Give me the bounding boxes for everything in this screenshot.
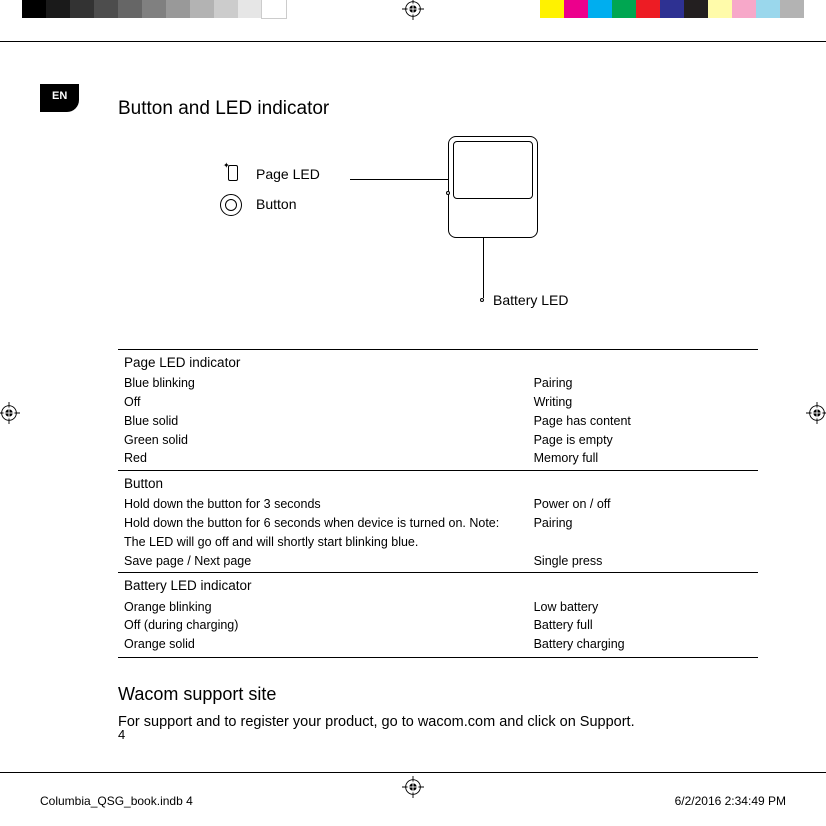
- device-diagram: Battery LED ✦ Page LED Button: [118, 136, 758, 331]
- print-footer: Columbia_QSG_book.indb 4 6/2/2016 2:34:4…: [40, 794, 786, 808]
- table-cell-state: Orange solid: [118, 635, 528, 657]
- table-row: Hold down the button for 6 seconds when …: [118, 514, 758, 552]
- page-led-label: Page LED: [256, 166, 320, 182]
- table-cell-state: Orange blinking: [118, 598, 528, 617]
- trim-line: [0, 772, 826, 773]
- swatch: [166, 0, 190, 18]
- table-cell-meaning: Power on / off: [528, 495, 758, 514]
- table-cell-state: Red: [118, 449, 528, 470]
- table-cell-meaning: Page is empty: [528, 431, 758, 450]
- battery-led-label: Battery LED: [493, 292, 568, 308]
- battery-led-dot-icon: [480, 298, 484, 302]
- table-row: Green solidPage is empty: [118, 431, 758, 450]
- table-cell-state: Hold down the button for 6 seconds when …: [118, 514, 528, 552]
- swatch: [70, 0, 94, 18]
- page-number: 4: [118, 727, 125, 742]
- swatch: [708, 0, 732, 18]
- table-cell-state: Green solid: [118, 431, 528, 450]
- swatch: [636, 0, 660, 18]
- leader-line: [350, 179, 448, 180]
- table-row: Off (during charging)Battery full: [118, 616, 758, 635]
- table-cell-meaning: Low battery: [528, 598, 758, 617]
- swatch: [238, 0, 262, 18]
- table-cell-meaning: Writing: [528, 393, 758, 412]
- swatch: [190, 0, 214, 18]
- leader-line: [483, 238, 484, 298]
- support-title: Wacom support site: [118, 684, 758, 705]
- printer-grayscale-bar: [22, 0, 286, 18]
- swatch: [540, 0, 564, 18]
- table-section-header: Page LED indicator: [118, 350, 758, 375]
- table-cell-meaning: Page has content: [528, 412, 758, 431]
- swatch: [660, 0, 684, 18]
- table-section-header: Button: [118, 471, 758, 496]
- support-text: For support and to register your product…: [118, 713, 758, 733]
- swatch: [214, 0, 238, 18]
- swatch: [118, 0, 142, 18]
- table-section-header: Battery LED indicator: [118, 573, 758, 598]
- table-row: RedMemory full: [118, 449, 758, 470]
- table-cell-state: Blue solid: [118, 412, 528, 431]
- swatch: [756, 0, 780, 18]
- swatch: [22, 0, 46, 18]
- swatch: [588, 0, 612, 18]
- table-cell-state: Off (during charging): [118, 616, 528, 635]
- section-title: Button and LED indicator: [118, 98, 758, 120]
- page-led-icon: ✦: [226, 164, 240, 182]
- indicator-table: Page LED indicatorBlue blinkingPairingOf…: [118, 349, 758, 658]
- table-row: Save page / Next pageSingle press: [118, 552, 758, 573]
- table-cell-state: Hold down the button for 3 seconds: [118, 495, 528, 514]
- swatch: [780, 0, 804, 18]
- swatch: [46, 0, 70, 18]
- swatch: [732, 0, 756, 18]
- device-outline-icon: [448, 136, 538, 238]
- swatch: [684, 0, 708, 18]
- table-row: Blue solidPage has content: [118, 412, 758, 431]
- table-row: OffWriting: [118, 393, 758, 412]
- swatch: [142, 0, 166, 18]
- page-area: EN Button and LED indicator Battery LED …: [40, 60, 786, 756]
- footer-datetime: 6/2/2016 2:34:49 PM: [675, 794, 786, 808]
- table-cell-state: Blue blinking: [118, 374, 528, 393]
- swatch: [564, 0, 588, 18]
- printer-color-bar: [540, 0, 804, 18]
- content-area: Button and LED indicator Battery LED ✦ P…: [118, 98, 758, 732]
- table-row: Blue blinkingPairing: [118, 374, 758, 393]
- table-cell-state: Save page / Next page: [118, 552, 528, 573]
- table-cell-meaning: Battery charging: [528, 635, 758, 657]
- language-tab: EN: [40, 84, 79, 112]
- swatch: [262, 0, 286, 18]
- registration-mark-icon: [402, 0, 424, 20]
- button-icon: [220, 194, 242, 216]
- table-cell-meaning: Memory full: [528, 449, 758, 470]
- registration-mark-icon: [806, 402, 826, 424]
- button-label: Button: [256, 196, 296, 212]
- table-row: Orange blinkingLow battery: [118, 598, 758, 617]
- table-cell-state: Off: [118, 393, 528, 412]
- table-cell-meaning: Pairing: [528, 374, 758, 393]
- table-cell-meaning: Pairing: [528, 514, 758, 552]
- table-row: Hold down the button for 3 secondsPower …: [118, 495, 758, 514]
- trim-line: [0, 41, 826, 42]
- footer-filename: Columbia_QSG_book.indb 4: [40, 794, 193, 808]
- table-cell-meaning: Battery full: [528, 616, 758, 635]
- registration-mark-icon: [0, 402, 20, 424]
- swatch: [94, 0, 118, 18]
- table-cell-meaning: Single press: [528, 552, 758, 573]
- swatch: [612, 0, 636, 18]
- table-row: Orange solidBattery charging: [118, 635, 758, 657]
